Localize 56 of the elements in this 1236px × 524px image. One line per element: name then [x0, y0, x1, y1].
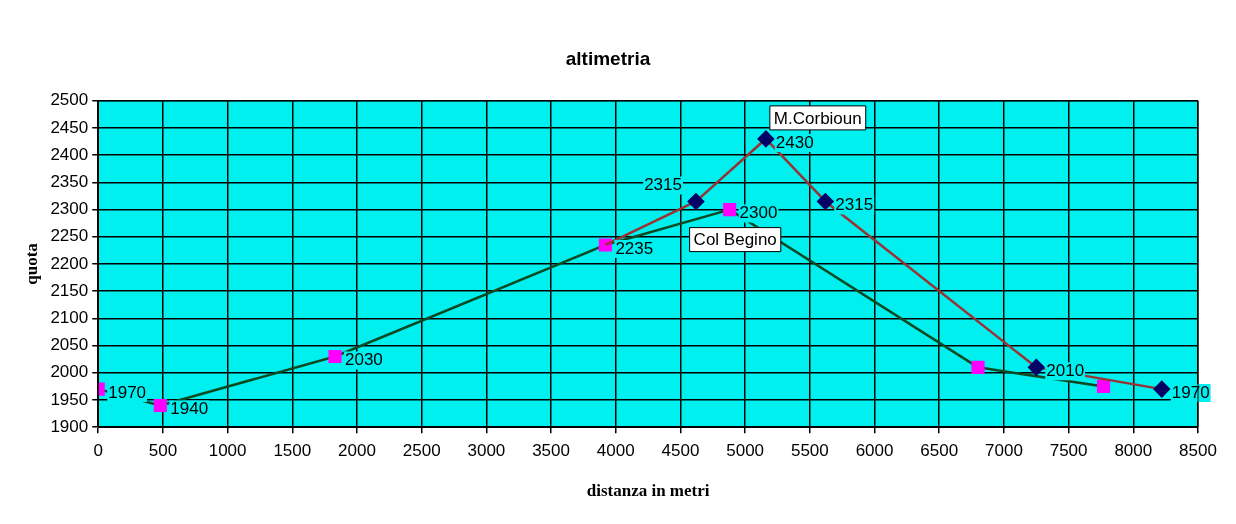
point — [723, 203, 737, 217]
y-tick-label: 2100 — [50, 308, 89, 328]
point — [687, 193, 705, 210]
y-tick-label: 2000 — [50, 362, 89, 382]
data-label: 2030 — [344, 350, 383, 370]
y-tick-label: 1900 — [50, 416, 89, 436]
x-tick-label: 1000 — [208, 441, 247, 461]
y-tick-label: 2050 — [50, 335, 89, 355]
y-tick-label: 2200 — [50, 253, 89, 273]
y-tick-label: 2400 — [50, 144, 89, 164]
x-tick-label: 6000 — [855, 441, 894, 461]
x-tick-label: 4500 — [661, 441, 700, 461]
data-label: 1970 — [1171, 382, 1210, 402]
data-label: 2315 — [644, 175, 682, 195]
x-tick-label: 2000 — [338, 441, 376, 461]
point — [1028, 359, 1045, 376]
y-tick-label: 2300 — [50, 199, 89, 219]
annotation: M.Corbioun — [773, 108, 862, 128]
data-label: 2235 — [615, 238, 654, 258]
y-tick-label: 2450 — [50, 117, 89, 137]
point — [153, 398, 167, 412]
x-tick-label: 1500 — [273, 441, 312, 461]
y-tick-label: 2350 — [50, 172, 89, 192]
x-tick-label: 4000 — [596, 441, 635, 461]
x-tick-label: 3500 — [532, 441, 570, 461]
y-tick-label: 2250 — [50, 226, 89, 246]
x-tick-label: 5000 — [726, 441, 765, 461]
point — [1153, 380, 1171, 398]
point — [757, 130, 775, 148]
x-tick-label: 3000 — [467, 441, 506, 461]
data-label: 2010 — [1046, 361, 1085, 381]
data-label: 2430 — [775, 132, 814, 152]
x-tick-label: 7500 — [1049, 441, 1088, 461]
data-label: 2300 — [739, 203, 778, 223]
y-tick-label: 2500 — [50, 90, 89, 110]
data-label: 1970 — [108, 382, 147, 402]
x-tick-label: 8500 — [1179, 441, 1217, 461]
y-axis-title: quota — [21, 242, 41, 285]
x-axis-title: distanza in metri — [586, 481, 710, 501]
x-tick-label: 0 — [93, 441, 103, 461]
chart-title: altimetria — [565, 47, 651, 69]
data-label: 2315 — [835, 195, 874, 215]
x-tick-label: 6500 — [920, 441, 959, 461]
annotation: Col Begino — [693, 230, 777, 250]
point — [328, 349, 342, 364]
x-tick-label: 5500 — [790, 441, 829, 461]
x-tick-label: 8000 — [1114, 441, 1153, 461]
point — [971, 360, 985, 374]
point — [817, 193, 834, 210]
y-tick-label: 2150 — [50, 280, 89, 300]
point — [1096, 379, 1111, 393]
data-label: 1940 — [170, 399, 209, 419]
x-tick-label: 7000 — [985, 441, 1023, 461]
x-tick-label: 500 — [148, 441, 178, 461]
y-tick-label: 1950 — [50, 389, 89, 409]
x-tick-label: 2500 — [402, 441, 441, 461]
